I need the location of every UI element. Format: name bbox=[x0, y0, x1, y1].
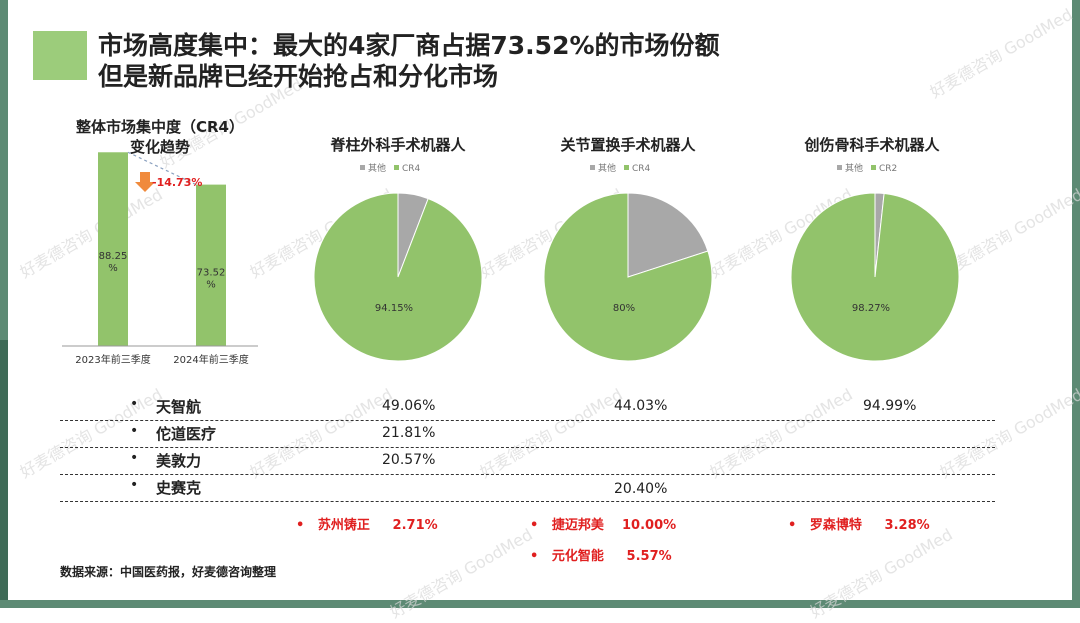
joint-share-tianzhihang: 44.03% bbox=[614, 398, 668, 414]
pie-value-label: 80% bbox=[613, 303, 635, 314]
table-row: • 天智航 bbox=[60, 393, 995, 421]
legend-label: CR4 bbox=[402, 164, 421, 174]
bar-value-label: 88.25% bbox=[99, 251, 128, 274]
down-arrow-icon bbox=[135, 172, 155, 192]
bar-chart-title: 整体市场集中度（CR4） 变化趋势 bbox=[60, 117, 260, 157]
row-bullet: • bbox=[130, 396, 139, 412]
pie-slice bbox=[313, 192, 483, 362]
bar-value-label: 73.52% bbox=[197, 267, 226, 290]
legend-swatch bbox=[624, 165, 629, 170]
newcomer-trauma: • 罗森博特 3.28% bbox=[788, 518, 930, 533]
company-name: 史赛克 bbox=[156, 479, 202, 497]
bar-category-label: 2023年前三季度 bbox=[75, 353, 150, 366]
company-name: 美敦力 bbox=[156, 452, 202, 470]
pie-value-label: 98.27% bbox=[852, 303, 890, 314]
right-edge-band bbox=[1072, 0, 1080, 608]
bar-chart-title-line-2: 变化趋势 bbox=[129, 138, 190, 156]
pie-value-label: 94.15% bbox=[375, 303, 413, 314]
left-edge-band bbox=[0, 0, 8, 608]
legend-label: 其他 bbox=[598, 162, 616, 174]
pie-slice bbox=[790, 192, 960, 362]
bar-category-label: 2024年前三季度 bbox=[173, 353, 248, 366]
newcomer-spine: • 苏州铸正 2.71% bbox=[296, 518, 438, 533]
newcomer-name: 罗森博特 bbox=[809, 518, 862, 533]
spine-pie-title: 脊柱外科手术机器人 bbox=[330, 136, 466, 154]
pie-slice bbox=[543, 192, 713, 362]
spine-share-medtronic: 20.57% bbox=[382, 452, 436, 468]
spine-share-tuodao: 21.81% bbox=[382, 425, 436, 441]
company-name: 天智航 bbox=[156, 398, 202, 416]
title-line-1: 市场高度集中：最大的4家厂商占据73.52%的市场份额 bbox=[98, 31, 720, 60]
spine-share-tianzhihang: 49.06% bbox=[382, 398, 436, 414]
row-bullet: • bbox=[130, 423, 139, 439]
bottom-edge-band bbox=[0, 600, 1080, 608]
trauma-pie-title: 创伤骨科手术机器人 bbox=[804, 136, 940, 154]
legend-label: CR4 bbox=[632, 164, 651, 174]
newcomer-joint-1: • 捷迈邦美 10.00% bbox=[530, 518, 677, 533]
trend-dashed-line bbox=[127, 151, 197, 186]
data-source-note: 数据来源：中国医药报，好麦德咨询整理 bbox=[60, 565, 277, 579]
legend-label: CR2 bbox=[879, 164, 897, 174]
title-line-2: 但是新品牌已经开始抢占和分化市场 bbox=[98, 62, 499, 91]
newcomer-value: 10.00% bbox=[622, 518, 677, 533]
legend-swatch bbox=[360, 165, 365, 170]
newcomer-joint-2: • 元化智能 5.57% bbox=[530, 549, 672, 564]
legend-swatch bbox=[394, 165, 399, 170]
pie-slice bbox=[627, 192, 709, 278]
joint-pie-title: 关节置换手术机器人 bbox=[560, 136, 696, 154]
left-edge-accent bbox=[0, 340, 8, 608]
newcomer-value: 5.57% bbox=[626, 549, 672, 564]
row-bullet: • bbox=[130, 450, 139, 466]
newcomer-name: 捷迈邦美 bbox=[551, 518, 604, 533]
change-label: -14.73% bbox=[152, 176, 202, 189]
legend-swatch bbox=[590, 165, 595, 170]
newcomer-value: 2.71% bbox=[392, 518, 438, 533]
table-row: • 佗道医疗 bbox=[60, 420, 995, 448]
newcomer-value: 3.28% bbox=[884, 518, 930, 533]
bar bbox=[98, 152, 128, 346]
bar-chart-title-line-1: 整体市场集中度（CR4） bbox=[76, 118, 244, 136]
legend-label: 其他 bbox=[845, 162, 863, 174]
table-row: • 史赛克 bbox=[60, 474, 995, 502]
legend-swatch bbox=[837, 165, 842, 170]
table-row: • 美敦力 bbox=[60, 447, 995, 475]
joint-share-stryker: 20.40% bbox=[614, 481, 668, 497]
company-name: 佗道医疗 bbox=[156, 425, 217, 443]
page-title: 市场高度集中：最大的4家厂商占据73.52%的市场份额 但是新品牌已经开始抢占和… bbox=[98, 30, 720, 92]
trauma-share-tianzhihang: 94.99% bbox=[863, 398, 917, 414]
bar bbox=[196, 184, 226, 346]
row-bullet: • bbox=[130, 477, 139, 493]
charts-layer: 88.25 % 2023年前三季度 73.52 % 2024年前三季度 -14.73% 其他 C… bbox=[62, 151, 960, 366]
title-accent-square bbox=[33, 31, 87, 80]
newcomer-name: 元化智能 bbox=[551, 549, 604, 564]
legend-label: 其他 bbox=[368, 162, 386, 174]
newcomer-name: 苏州铸正 bbox=[317, 518, 370, 533]
legend-swatch bbox=[871, 165, 876, 170]
